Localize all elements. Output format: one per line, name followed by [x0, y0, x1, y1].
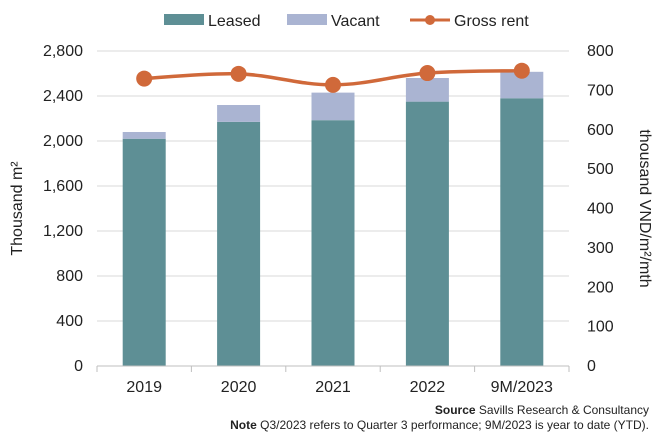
legend-swatch-vacant: [287, 14, 327, 25]
y2-tick-label: 800: [587, 43, 614, 60]
y-tick-label: 400: [56, 313, 83, 330]
y-tick-label: 1,600: [43, 178, 83, 195]
bar-vacant: [217, 105, 261, 122]
source-label: Source: [434, 403, 476, 417]
bar-vacant: [122, 132, 166, 139]
x-tick-label: 2022: [410, 379, 446, 396]
y-axis-title: Thousand m²: [9, 161, 26, 256]
x-tick-label: 2019: [126, 379, 162, 396]
point-gross-rent: [419, 65, 436, 82]
bar-vacant: [311, 92, 355, 121]
rent-line: [136, 62, 530, 93]
legend-label-gross-rent: Gross rent: [454, 13, 529, 30]
y-tick-label: 2,800: [43, 43, 83, 60]
point-gross-rent: [136, 70, 153, 87]
point-gross-rent: [325, 76, 341, 93]
bar-leased: [500, 98, 544, 366]
source-note: Source Savills Research & Consultancy: [435, 403, 649, 417]
legend-label-leased: Leased: [208, 13, 261, 30]
y-tick-label: 2,000: [43, 133, 83, 150]
chart-svg: 0 400 800 1,200 1,600 2,000 2,400 2,800 0 100 200 3…: [9, 13, 653, 396]
footnote: Note Q3/2023 refers to Quarter 3 perform…: [230, 418, 649, 432]
y2-axis-title: thousand VND/m²/mth: [636, 129, 653, 287]
legend: Leased Vacant Gross rent: [164, 13, 529, 30]
x-tick-label: 9M/2023: [491, 379, 553, 396]
y2-tick-label: 300: [587, 240, 614, 257]
y-tick-label: 1,200: [43, 223, 83, 240]
point-gross-rent: [513, 62, 530, 79]
y2-tick-label: 400: [587, 201, 614, 218]
bar-leased: [122, 138, 166, 366]
bar-leased: [405, 101, 449, 366]
legend-marker-gross-rent: [425, 15, 435, 25]
note-label: Note: [230, 418, 257, 432]
bars: [122, 71, 544, 366]
y-tick-label: 0: [74, 358, 83, 375]
source-text: Savills Research & Consultancy: [475, 403, 649, 417]
y2-tick-label: 700: [587, 82, 614, 99]
bar-leased: [311, 120, 355, 366]
bar-vacant: [405, 78, 449, 102]
x-tick-label: 2020: [221, 379, 257, 396]
legend-swatch-leased: [164, 14, 204, 25]
bar-leased: [217, 121, 261, 366]
axes: 0 400 800 1,200 1,600 2,000 2,400 2,800 0 100 200 3…: [9, 43, 653, 396]
legend-label-vacant: Vacant: [331, 13, 380, 30]
y2-tick-label: 100: [587, 319, 614, 336]
y-tick-label: 2,400: [43, 88, 83, 105]
y2-tick-label: 200: [587, 279, 614, 296]
point-gross-rent: [230, 65, 247, 82]
x-tick-label: 2021: [315, 379, 351, 396]
y2-tick-label: 0: [587, 358, 596, 375]
y2-tick-label: 600: [587, 122, 614, 139]
y-tick-label: 800: [56, 268, 83, 285]
y2-tick-label: 500: [587, 161, 614, 178]
note-text: Q3/2023 refers to Quarter 3 performance;…: [256, 418, 649, 432]
